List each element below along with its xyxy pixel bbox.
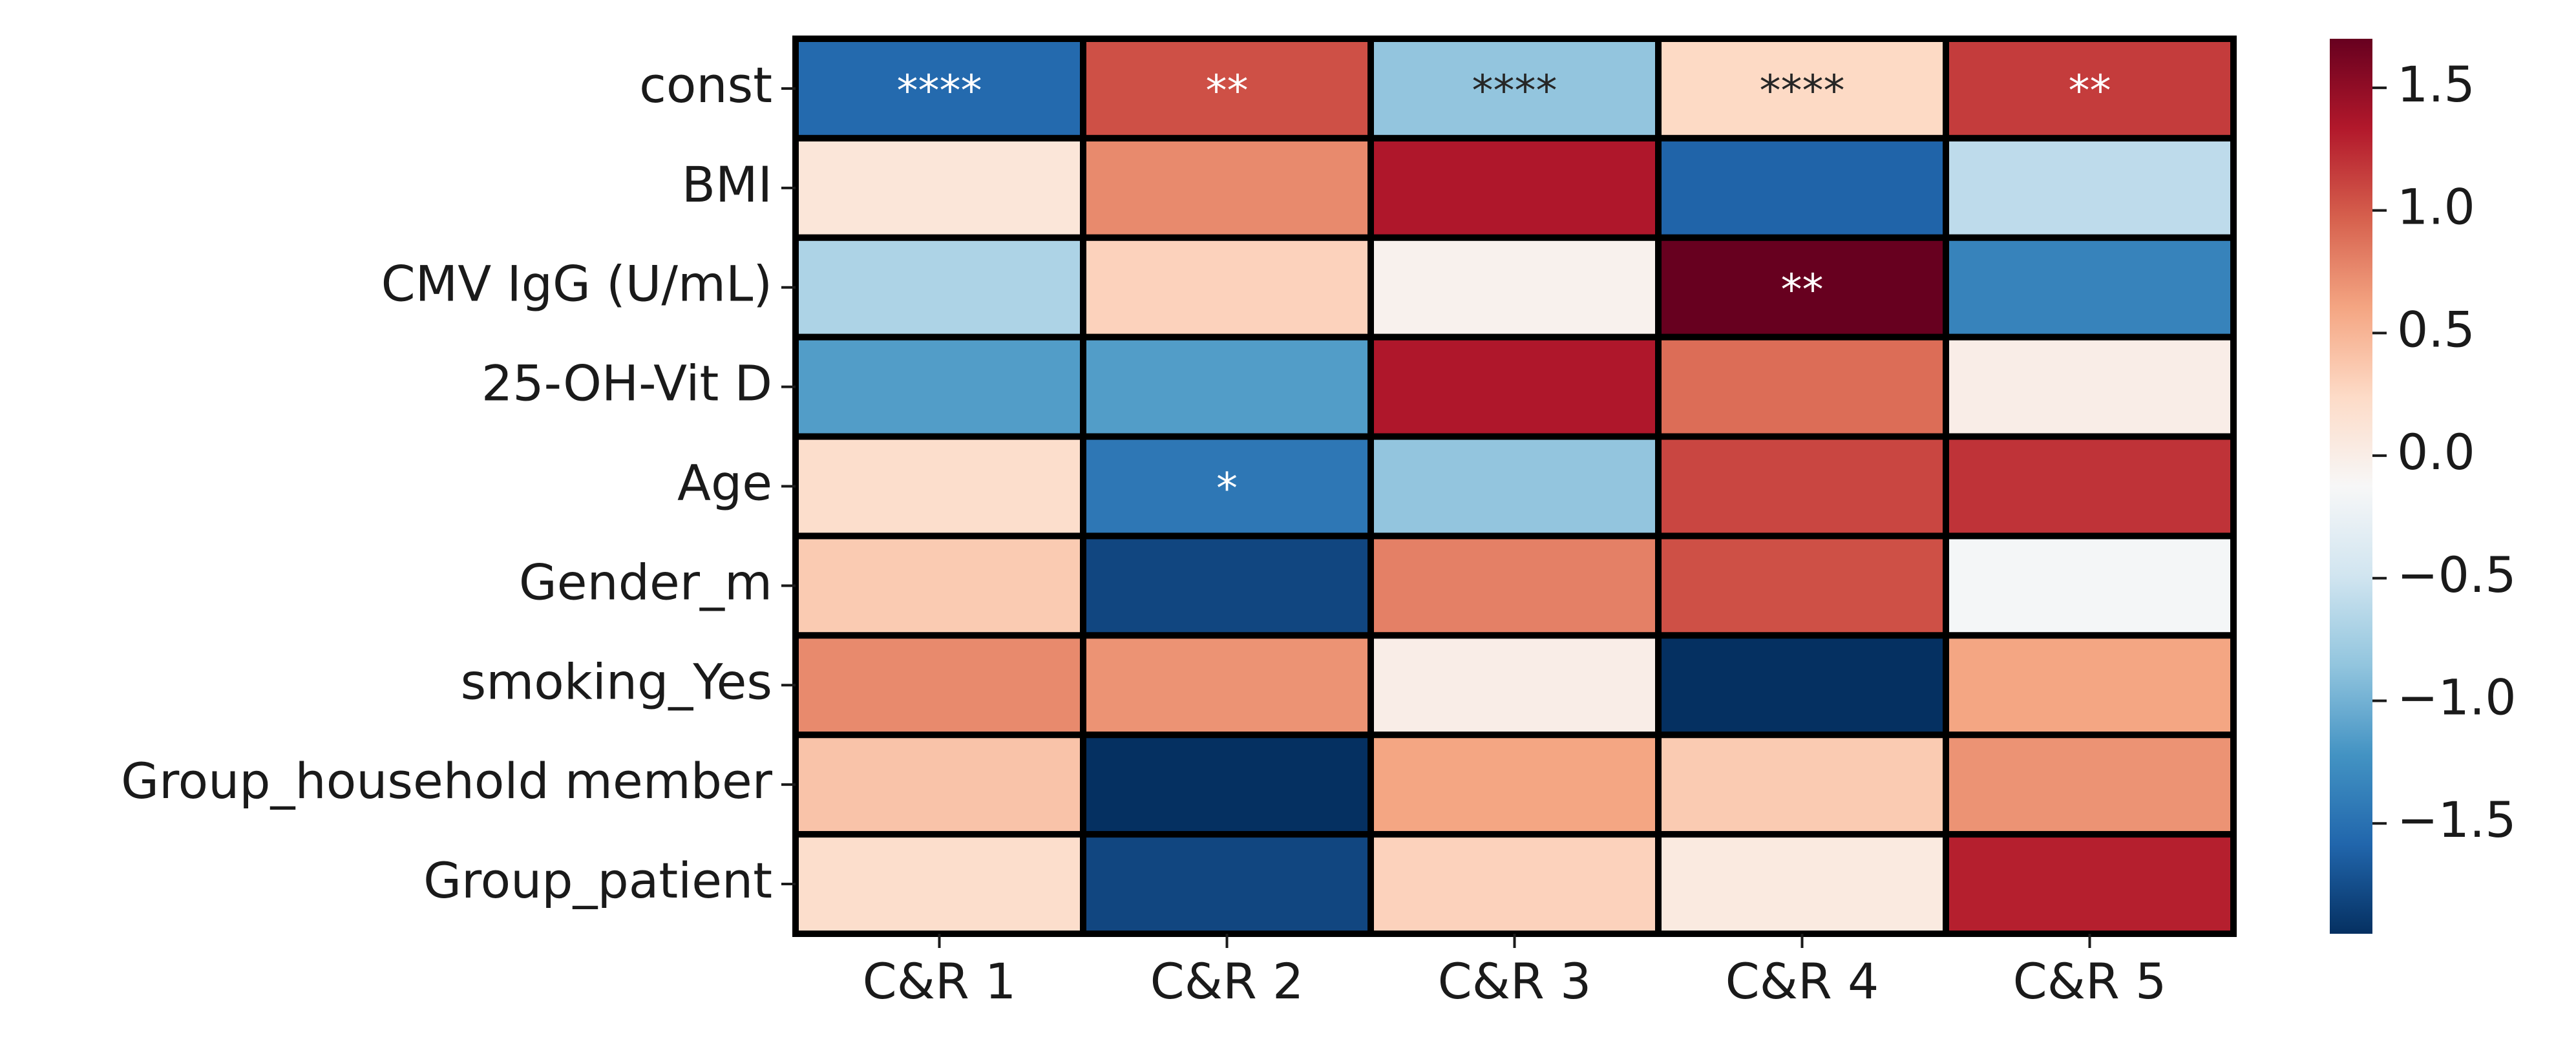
y-tick-label: smoking_Yes <box>461 653 772 710</box>
heatmap-cell <box>1943 134 2237 241</box>
heatmap-cell <box>792 134 1086 241</box>
heatmap-cell <box>1080 134 1374 241</box>
heatmap-cell <box>1655 134 1949 241</box>
heatmap-cell <box>1367 36 1662 142</box>
colorbar-tick-label: −0.5 <box>2397 546 2517 604</box>
heatmap-cell <box>792 433 1086 540</box>
heatmap-cell <box>1367 234 1662 341</box>
colorbar-tick-label: 0.0 <box>2397 423 2475 481</box>
significance-annotation: **** <box>1472 66 1557 116</box>
heatmap-cells: **** ** **** **** ***** <box>792 36 2237 937</box>
y-tick-label: BMI <box>682 156 772 213</box>
heatmap-cell <box>1655 433 1949 540</box>
significance-annotation: ** <box>1781 265 1824 315</box>
heatmap-cell <box>1655 532 1949 639</box>
heatmap-cell <box>792 333 1086 440</box>
heatmap-cell <box>1655 632 1949 739</box>
y-axis: const BMI CMV IgG (U/mL) 25-OH-Vit D Age Gend… <box>121 56 796 909</box>
y-tick-label: Age <box>677 454 772 511</box>
heatmap-cell <box>1080 731 1374 838</box>
heatmap-cell <box>792 731 1086 838</box>
y-tick-label: CMV IgG (U/mL) <box>381 255 772 313</box>
heatmap-cell <box>1080 532 1374 639</box>
heatmap-cell <box>1080 234 1374 341</box>
significance-annotation: **** <box>897 66 982 116</box>
heatmap-cell <box>1367 731 1662 838</box>
y-tick-label: Group_household member <box>121 752 773 810</box>
significance-annotation: ** <box>1206 66 1249 116</box>
y-tick-label: Group_patient <box>423 852 772 909</box>
x-tick-label: C&R 1 <box>863 952 1017 1010</box>
heatmap-cell <box>1080 632 1374 739</box>
colorbar-tick-label: −1.5 <box>2397 791 2517 848</box>
heatmap-cell <box>1655 831 1949 937</box>
x-tick-label: C&R 4 <box>1726 952 1879 1010</box>
x-tick-label: C&R 2 <box>1150 952 1304 1010</box>
colorbar-gradient <box>2330 39 2372 934</box>
x-tick-label: C&R 3 <box>1438 952 1592 1010</box>
colorbar: 1.5 1.0 0.5 0.0 −0.5 −1.0 −1.5 <box>2330 39 2517 934</box>
heatmap-cell <box>1080 333 1374 440</box>
heatmap-cell <box>1943 433 2237 540</box>
heatmap-cell <box>1367 532 1662 639</box>
heatmap-cell <box>1943 333 2237 440</box>
heatmap-cell <box>1367 134 1662 241</box>
heatmap-cell <box>1655 731 1949 838</box>
heatmap-cell <box>1367 333 1662 440</box>
heatmap-cell <box>1367 632 1662 739</box>
colorbar-tick-label: 1.5 <box>2397 56 2475 113</box>
heatmap-cell <box>792 234 1086 341</box>
heatmap-cell <box>1943 234 2237 341</box>
heatmap-cell <box>1080 831 1374 937</box>
y-tick-label: Gender_m <box>519 553 772 611</box>
significance-annotation: **** <box>1760 66 1845 116</box>
heatmap-cell <box>1367 831 1662 937</box>
heatmap-cell <box>792 831 1086 937</box>
heatmap-cell <box>792 532 1086 639</box>
heatmap-cell <box>1655 333 1949 440</box>
colorbar-tick-label: 0.5 <box>2397 300 2475 358</box>
heatmap-cell <box>792 632 1086 739</box>
y-tick-label: 25-OH-Vit D <box>481 355 772 412</box>
x-axis: C&R 1 C&R 2 C&R 3 C&R 4 C&R 5 <box>863 934 2167 1010</box>
heatmap-cell <box>792 36 1086 142</box>
y-tick-label: const <box>639 56 772 114</box>
x-tick-label: C&R 5 <box>2013 952 2167 1010</box>
heatmap-cell <box>1943 831 2237 937</box>
heatmap-cell <box>1943 731 2237 838</box>
colorbar-tick-label: −1.0 <box>2397 669 2517 726</box>
colorbar-tick-label: 1.0 <box>2397 178 2475 236</box>
significance-annotation: * <box>1216 464 1238 514</box>
significance-annotation: ** <box>2069 66 2111 116</box>
heatmap-cell <box>1943 532 2237 639</box>
heatmap-cell <box>1367 433 1662 540</box>
heatmap-cell <box>1943 632 2237 739</box>
